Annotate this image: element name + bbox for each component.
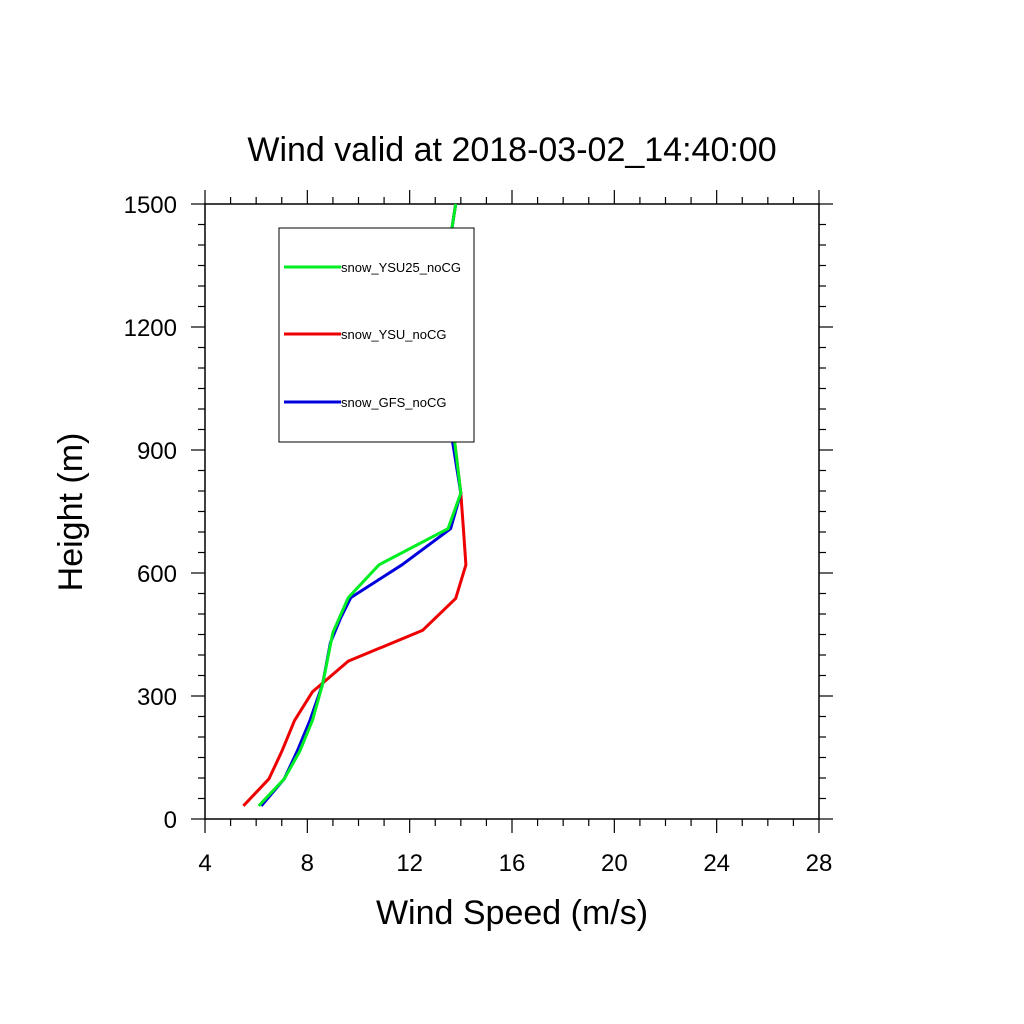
y-tick-label: 900 — [137, 438, 177, 465]
y-tick-label: 600 — [137, 561, 177, 588]
legend: snow_YSU25_noCG snow_YSU_noCG snow_GFS_noC… — [278, 227, 475, 443]
y-tick-label: 1500 — [124, 192, 177, 219]
chart-title: Wind valid at 2018-03-02_14:40:00 — [247, 131, 776, 169]
y-tick-label: 1200 — [124, 315, 177, 342]
x-tick-label: 4 — [198, 850, 211, 877]
x-axis-label: Wind Speed (m/s) — [376, 894, 648, 932]
x-tick-label: 20 — [601, 850, 628, 877]
legend-entry-label: snow_YSU25_noCG — [341, 260, 461, 275]
axis-ticks: 4 8 12 16 20 24 28 0 300 600 900 1200 1500 — [124, 190, 833, 877]
x-tick-label: 28 — [806, 850, 833, 877]
x-tick-label: 8 — [301, 850, 314, 877]
legend-entry-label: snow_YSU_noCG — [341, 327, 447, 342]
y-tick-label: 300 — [137, 684, 177, 711]
x-tick-label: 12 — [396, 850, 423, 877]
y-axis-label: Height (m) — [52, 433, 90, 592]
x-tick-label: 16 — [499, 850, 526, 877]
y-tick-label: 0 — [164, 807, 177, 834]
x-tick-label: 24 — [703, 850, 730, 877]
legend-entry-label: snow_GFS_noCG — [341, 395, 447, 410]
